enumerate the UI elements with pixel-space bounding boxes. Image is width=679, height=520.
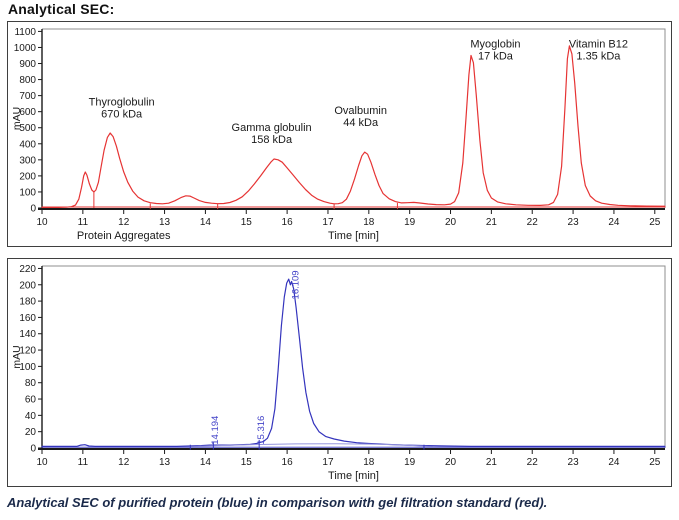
x-tick-label: 19	[404, 217, 416, 228]
x-tick-label: 11	[78, 457, 89, 468]
x-tick-label: 18	[363, 217, 375, 228]
plot-frame	[42, 265, 666, 448]
y-tick-label: 60	[25, 395, 37, 406]
x-tick-label: 24	[608, 457, 620, 468]
y-tick-label: 100	[19, 362, 36, 373]
y-tick-label: 180	[19, 297, 36, 308]
peak-annotation: 1.35 kDa	[576, 50, 621, 62]
y-tick-label: 300	[19, 155, 36, 166]
x-tick-label: 15	[241, 457, 253, 468]
peak-annotation: Vitamin B12	[569, 38, 628, 50]
y-tick-label: 1000	[14, 43, 37, 54]
y-axis-label: mAU	[11, 345, 23, 368]
y-tick-label: 500	[19, 123, 36, 134]
x-tick-label: 22	[527, 217, 539, 228]
x-tick-label: 16	[282, 457, 294, 468]
x-tick-label: 17	[322, 217, 334, 228]
sample-trace	[41, 278, 666, 447]
x-tick-label: 18	[363, 457, 375, 468]
x-tick-label: 15	[241, 217, 253, 228]
peak-annotation: 44 kDa	[343, 117, 379, 129]
x-tick-label: 12	[118, 457, 130, 468]
y-tick-label: 200	[19, 280, 36, 291]
peak-annotation: Gamma globulin	[232, 122, 312, 134]
x-tick-label: 23	[568, 217, 580, 228]
y-tick-label: 100	[19, 187, 36, 198]
x-tick-label: 20	[445, 457, 457, 468]
x-tick-label: 13	[159, 457, 171, 468]
plot-frame	[42, 28, 666, 208]
sample-chart-panel: 0 20 40 60 80 100 120 140 160 180 200 220 10 11 12 13 14…	[7, 258, 672, 487]
x-axis-extra-label: Protein Aggregates	[77, 230, 171, 242]
x-tick-label: 25	[649, 217, 661, 228]
y-tick-label: 0	[30, 204, 36, 215]
peak-annotation: 158 kDa	[251, 134, 293, 146]
peak-annotation: Ovalbumin	[334, 105, 387, 117]
standard-chromatogram-chart: 0 100 200 300 400 500 600 700 800 900 1000 1100 10 11…	[11, 27, 666, 242]
y-tick-label: 700	[19, 91, 36, 102]
x-tick-label: 16	[282, 217, 294, 228]
y-tick-label: 20	[25, 427, 37, 438]
peak-annotation: Thyroglobulin	[89, 96, 155, 108]
x-tick-label: 21	[486, 217, 498, 228]
y-tick-label: 220	[19, 264, 36, 275]
y-tick-label: 1100	[14, 27, 36, 38]
x-tick-label: 19	[404, 457, 416, 468]
x-tick-label: 17	[322, 457, 334, 468]
x-tick-label: 10	[36, 217, 48, 228]
x-tick-label: 22	[527, 457, 539, 468]
y-tick-label: 160	[19, 313, 36, 324]
x-axis-label: Time [min]	[328, 230, 379, 242]
sample-chromatogram-chart: 0 20 40 60 80 100 120 140 160 180 200 220 10 11 12 13 14…	[11, 264, 666, 482]
x-tick-label: 14	[200, 457, 212, 468]
x-tick-label: 10	[36, 457, 48, 468]
y-tick-label: 0	[30, 444, 36, 455]
y-tick-label: 80	[25, 378, 37, 389]
y-tick-label: 40	[25, 411, 37, 422]
x-axis-label: Time [min]	[328, 470, 379, 482]
x-tick-label: 24	[608, 217, 620, 228]
peak-annotation: Myoglobin	[470, 38, 520, 50]
peak-retention-label: 16.109	[291, 270, 302, 299]
y-tick-label: 600	[19, 107, 36, 118]
peak-annotation: 670 kDa	[101, 108, 143, 120]
y-tick-label: 140	[19, 329, 36, 340]
figure-caption: Analytical SEC of purified protein (blue…	[7, 495, 548, 510]
y-tick-label: 900	[19, 59, 36, 70]
x-tick-label: 11	[78, 217, 89, 228]
x-tick-label: 25	[649, 457, 661, 468]
x-tick-label: 13	[159, 217, 171, 228]
page-title: Analytical SEC:	[8, 1, 115, 17]
y-tick-label: 800	[19, 75, 36, 86]
x-tick-label: 14	[200, 217, 212, 228]
x-tick-label: 21	[486, 457, 498, 468]
peak-retention-label: 14.194	[210, 416, 221, 445]
peak-retention-label: 15.316	[256, 416, 267, 445]
y-tick-label: 400	[19, 139, 36, 150]
y-tick-label: 120	[19, 346, 36, 357]
standard-chart-panel: 0 100 200 300 400 500 600 700 800 900 1000 1100 10 11…	[7, 21, 672, 247]
x-tick-label: 23	[568, 457, 580, 468]
x-tick-label: 12	[118, 217, 130, 228]
x-tick-label: 20	[445, 217, 457, 228]
integration-baseline	[188, 443, 433, 448]
peak-annotation: 17 kDa	[478, 50, 514, 62]
y-tick-label: 200	[19, 171, 36, 182]
y-axis-label: mAU	[11, 107, 23, 130]
